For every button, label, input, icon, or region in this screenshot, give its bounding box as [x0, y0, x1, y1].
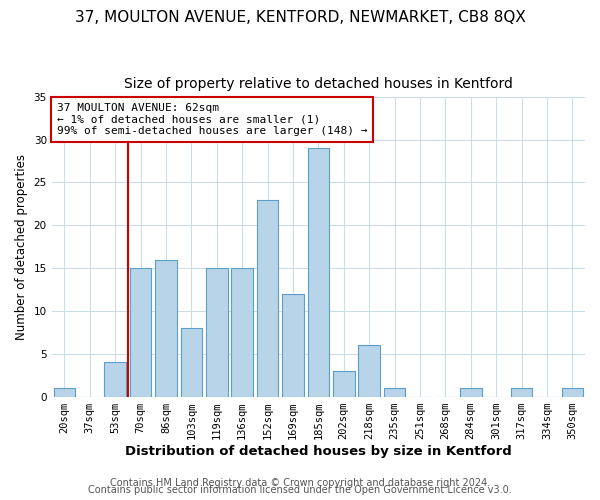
Text: Contains public sector information licensed under the Open Government Licence v3: Contains public sector information licen… — [88, 485, 512, 495]
Bar — [308, 148, 329, 396]
Bar — [384, 388, 406, 396]
Bar — [104, 362, 126, 396]
Bar — [562, 388, 583, 396]
Bar — [257, 200, 278, 396]
Bar — [206, 268, 227, 396]
Title: Size of property relative to detached houses in Kentford: Size of property relative to detached ho… — [124, 78, 513, 92]
Bar — [460, 388, 482, 396]
Bar — [358, 345, 380, 397]
Y-axis label: Number of detached properties: Number of detached properties — [15, 154, 28, 340]
Bar — [155, 260, 177, 396]
Bar — [232, 268, 253, 396]
Text: 37 MOULTON AVENUE: 62sqm
← 1% of detached houses are smaller (1)
99% of semi-det: 37 MOULTON AVENUE: 62sqm ← 1% of detache… — [57, 103, 367, 136]
Bar — [130, 268, 151, 396]
Bar — [282, 294, 304, 396]
Text: Contains HM Land Registry data © Crown copyright and database right 2024.: Contains HM Land Registry data © Crown c… — [110, 478, 490, 488]
Bar — [511, 388, 532, 396]
Bar — [333, 371, 355, 396]
X-axis label: Distribution of detached houses by size in Kentford: Distribution of detached houses by size … — [125, 444, 512, 458]
Text: 37, MOULTON AVENUE, KENTFORD, NEWMARKET, CB8 8QX: 37, MOULTON AVENUE, KENTFORD, NEWMARKET,… — [74, 10, 526, 25]
Bar — [53, 388, 75, 396]
Bar — [181, 328, 202, 396]
